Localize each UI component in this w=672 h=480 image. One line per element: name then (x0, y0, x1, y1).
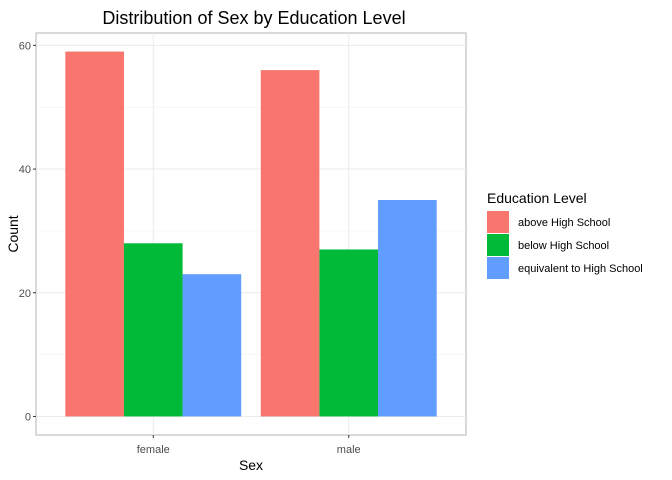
y-tick-label: 20 (19, 288, 31, 300)
chart-title: Distribution of Sex by Education Level (102, 8, 405, 28)
bar (319, 249, 379, 417)
x-tick-label: male (337, 444, 361, 456)
y-tick-label: 40 (19, 164, 31, 176)
y-tick-label: 0 (25, 411, 31, 423)
bar (182, 274, 242, 417)
bar (65, 51, 124, 417)
bars-group (65, 51, 437, 417)
x-axis-ticks: female male (137, 435, 361, 456)
legend-key (487, 234, 509, 256)
legend: Education Level above High School below H… (487, 190, 643, 279)
legend-label: above High School (518, 217, 610, 229)
y-axis-title: Count (5, 215, 21, 252)
y-axis-ticks: 0 20 40 60 (19, 40, 36, 423)
y-tick-label: 60 (19, 40, 31, 52)
x-tick-label: female (137, 444, 170, 456)
panel-border (35, 32, 467, 436)
bar (260, 70, 320, 417)
legend-title: Education Level (487, 190, 587, 206)
plot-panel (35, 32, 467, 436)
legend-label: below High School (518, 240, 609, 252)
bar (123, 243, 183, 417)
x-axis-title: Sex (239, 457, 263, 473)
legend-key (487, 211, 509, 233)
legend-key (487, 257, 509, 279)
bar (378, 199, 437, 417)
legend-label: equivalent to High School (518, 263, 643, 275)
